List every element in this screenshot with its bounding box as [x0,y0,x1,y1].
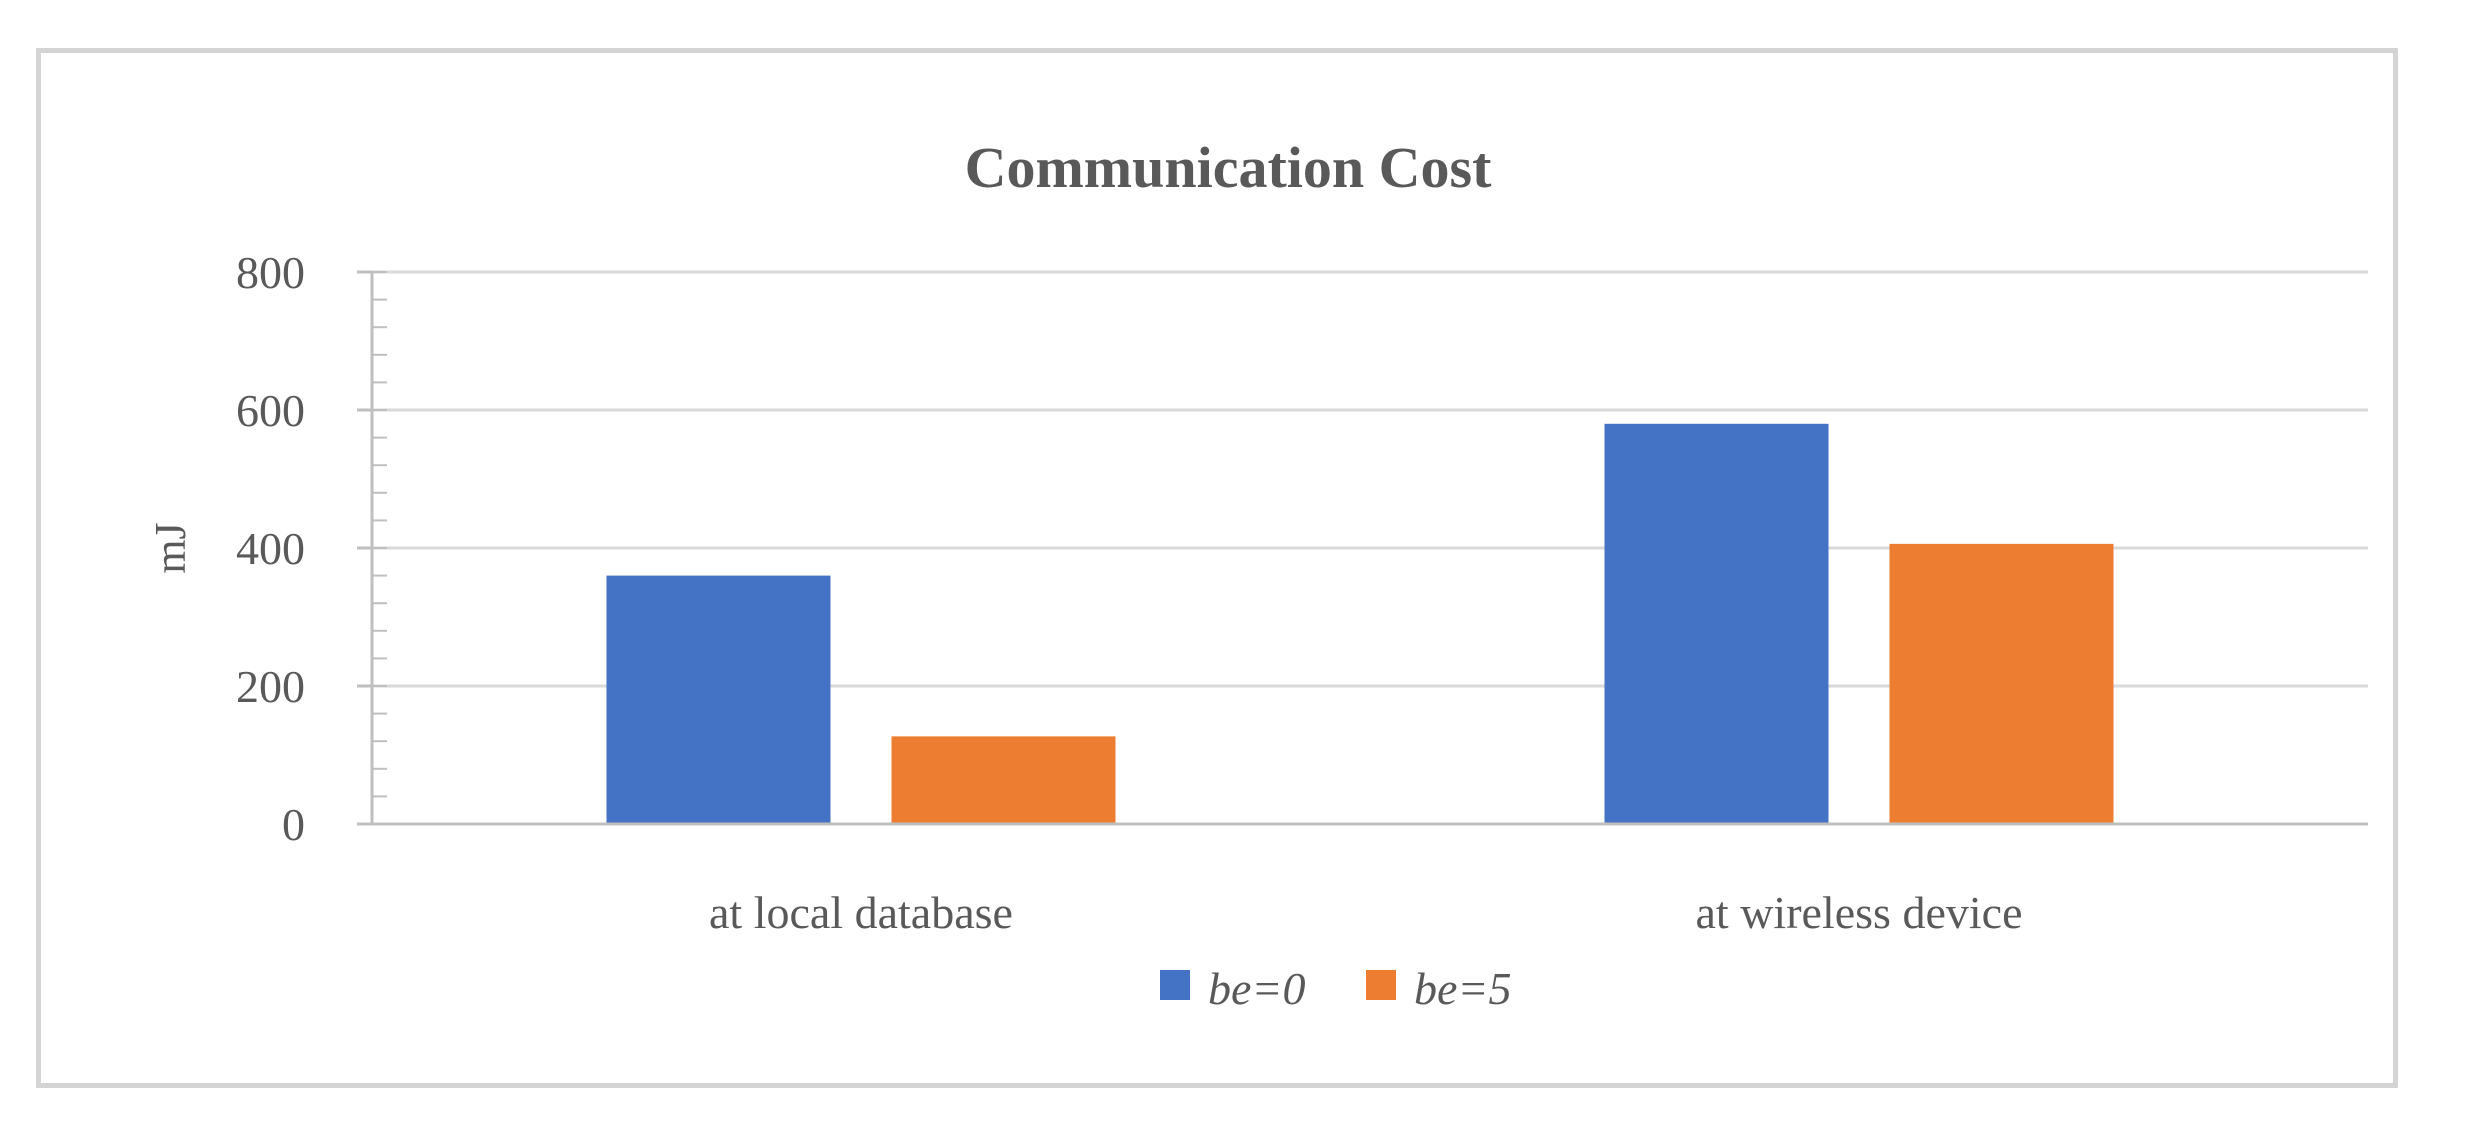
y-axis-title: mJ [146,522,195,573]
y-tick-label: 400 [236,523,305,574]
y-tick-label: 0 [282,799,305,850]
legend-label: be=0 [1208,963,1305,1014]
y-axis: 0 200 400 600 800 [236,247,387,850]
chart-title: Communication Cost [965,135,1493,200]
bar-be5 [891,736,1116,824]
x-category-label: at local database [709,887,1013,938]
y-tick-label: 200 [236,661,305,712]
y-tick-label: 600 [236,385,305,436]
bar-be5 [1889,543,2114,824]
legend: be=0 be=5 [1160,963,1511,1014]
legend-swatch [1160,970,1190,1000]
bar-be0 [1604,423,1829,824]
bar-be0 [606,575,831,824]
y-tick-label: 800 [236,247,305,298]
x-category-label: at wireless device [1696,887,2023,938]
legend-swatch [1366,970,1396,1000]
x-axis: at local database at wireless device [372,822,2368,938]
legend-label: be=5 [1414,963,1511,1014]
bars [606,423,2114,824]
